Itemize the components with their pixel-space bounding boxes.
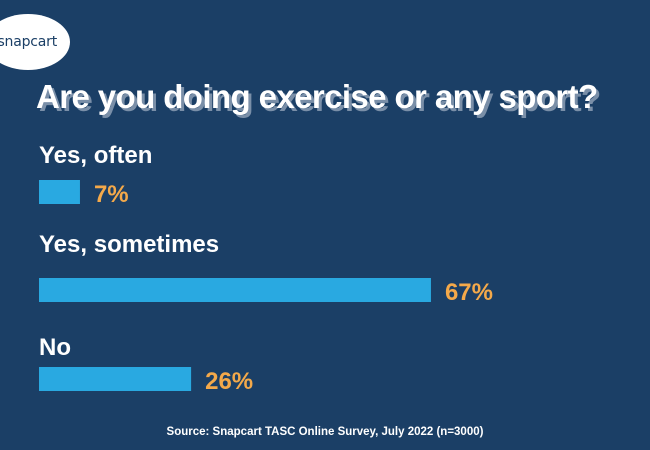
bar-no xyxy=(39,367,192,391)
value-label-no: 26% xyxy=(205,368,253,395)
bar-yes-often xyxy=(39,180,80,204)
category-label-yes-sometimes: Yes, sometimes xyxy=(39,231,219,258)
snapcart-logo: snapcart xyxy=(0,14,70,70)
value-label-yes-often: 7% xyxy=(94,181,129,208)
category-label-yes-often: Yes, often xyxy=(39,142,152,169)
category-label-no: No xyxy=(39,334,71,361)
bar-yes-sometimes xyxy=(39,278,431,302)
logo-text: snapcart xyxy=(0,34,57,50)
chart-title: Are you doing exercise or any sport? xyxy=(36,78,598,115)
source-note: Source: Snapcart TASC Online Survey, Jul… xyxy=(166,426,484,438)
value-label-yes-sometimes: 67% xyxy=(445,279,493,306)
